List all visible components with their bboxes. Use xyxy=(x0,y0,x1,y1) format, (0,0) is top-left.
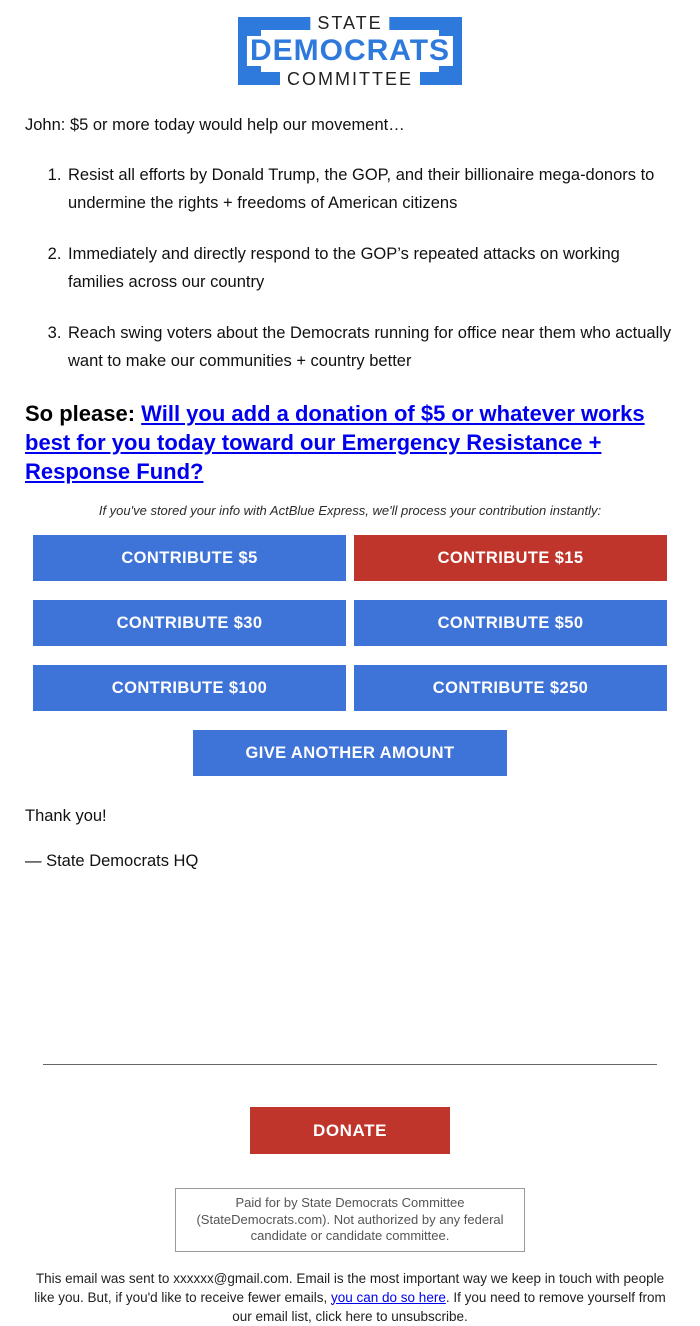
thank-you-text: Thank you! xyxy=(25,807,107,825)
paid-for-disclaimer: Paid for by State Democrats Committee (S… xyxy=(175,1188,525,1252)
contribute-30-button[interactable]: CONTRIBUTE $30 xyxy=(33,600,346,646)
intro-paragraph: John: $5 or more today would help our mo… xyxy=(25,116,405,134)
contribute-button-grid: CONTRIBUTE $5 CONTRIBUTE $15 CONTRIBUTE … xyxy=(33,535,667,711)
signature-text: — State Democrats HQ xyxy=(25,852,199,870)
donate-button[interactable]: DONATE xyxy=(250,1107,450,1154)
contribute-250-button[interactable]: CONTRIBUTE $250 xyxy=(354,665,667,711)
contribute-50-button[interactable]: CONTRIBUTE $50 xyxy=(354,600,667,646)
actblue-express-note: If you've stored your info with ActBlue … xyxy=(98,503,602,518)
list-item: Reach swing voters about the Democrats r… xyxy=(66,319,675,375)
divider xyxy=(43,1064,657,1065)
contribute-5-button[interactable]: CONTRIBUTE $5 xyxy=(33,535,346,581)
cta-prefix: So please: xyxy=(25,401,142,426)
fewer-emails-link[interactable]: you can do so here xyxy=(331,1289,446,1305)
contribute-100-button[interactable]: CONTRIBUTE $100 xyxy=(33,665,346,711)
contribute-15-button[interactable]: CONTRIBUTE $15 xyxy=(354,535,667,581)
list-item: Immediately and directly respond to the … xyxy=(66,240,675,296)
state-democrats-logo: STATE DEMOCRATS COMMITTEE xyxy=(238,14,462,88)
list-item: Resist all efforts by Donald Trump, the … xyxy=(66,161,675,217)
talking-points-list: Resist all efforts by Donald Trump, the … xyxy=(25,161,675,375)
footer-text: This email was sent to xxxxxx@gmail.com.… xyxy=(28,1269,672,1326)
logo-text-state: STATE xyxy=(310,14,390,32)
give-another-amount-button[interactable]: GIVE ANOTHER AMOUNT xyxy=(193,730,507,776)
cta-heading: So please: Will you add a donation of $5… xyxy=(25,399,675,486)
logo-text-democrats: DEMOCRATS xyxy=(246,36,454,66)
donation-cta-link[interactable]: Will you add a donation of $5 or whateve… xyxy=(25,401,645,484)
logo-text-committee: COMMITTEE xyxy=(280,70,420,88)
